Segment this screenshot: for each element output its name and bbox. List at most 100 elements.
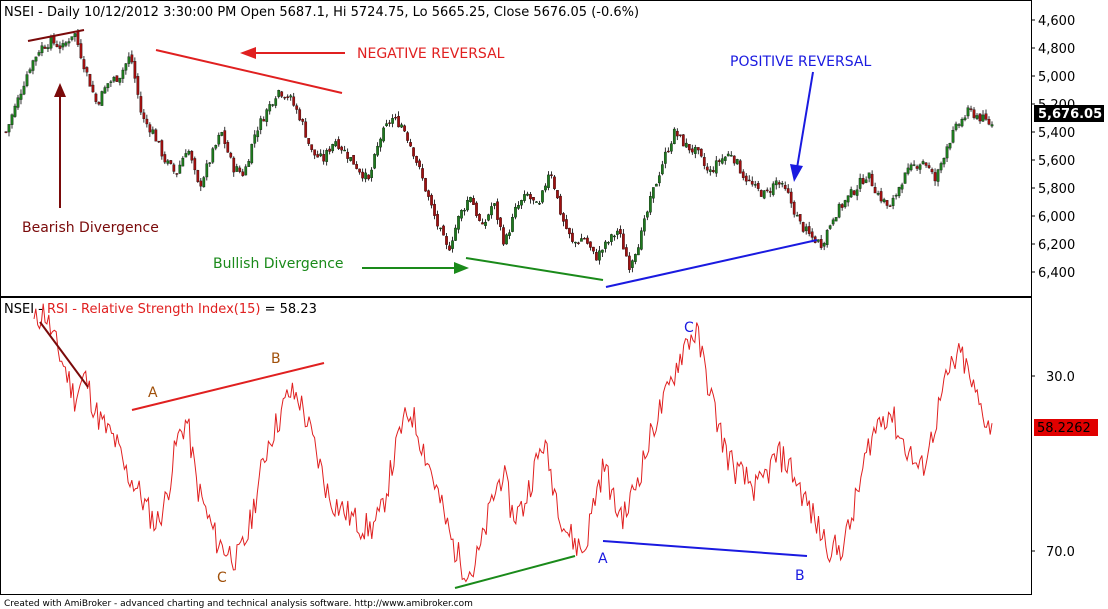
candle-body bbox=[837, 203, 841, 218]
candle-body bbox=[708, 169, 712, 172]
candle-body bbox=[493, 203, 496, 206]
candle-body bbox=[619, 229, 622, 235]
candle-body bbox=[825, 230, 829, 245]
candle-body bbox=[196, 170, 200, 182]
candle-body bbox=[544, 185, 547, 191]
candle-body bbox=[49, 36, 53, 49]
price-y-tick-label: 6,200 bbox=[1038, 238, 1075, 253]
candle-body bbox=[696, 147, 700, 151]
candle-body bbox=[463, 209, 466, 212]
candle-body bbox=[28, 69, 32, 73]
candle-body bbox=[361, 171, 364, 179]
candle-body bbox=[924, 162, 928, 166]
candle-body bbox=[538, 203, 541, 205]
candle-body bbox=[678, 134, 682, 136]
rsi-header-value: = 58.23 bbox=[260, 302, 316, 317]
last-price-box bbox=[1034, 105, 1104, 122]
candle-body bbox=[268, 104, 272, 112]
candle-body bbox=[124, 63, 128, 71]
candle-body bbox=[481, 222, 484, 225]
candle-body bbox=[61, 43, 65, 48]
candle-body bbox=[139, 96, 143, 113]
candle-body bbox=[55, 44, 59, 47]
rsi-panel-frame bbox=[0, 297, 1032, 595]
candle-body bbox=[415, 155, 418, 163]
candle-body bbox=[648, 196, 652, 213]
candle-body bbox=[343, 149, 347, 152]
candle-body bbox=[565, 219, 568, 229]
candle-body bbox=[349, 157, 353, 161]
rsi-positive-line bbox=[602, 540, 808, 557]
candle-body bbox=[672, 128, 676, 145]
candle-body bbox=[589, 241, 592, 248]
candle-body bbox=[373, 154, 376, 169]
candle-body bbox=[130, 54, 134, 63]
rsi-bearish-line bbox=[39, 321, 89, 388]
candle-body bbox=[418, 160, 421, 168]
candle-body bbox=[172, 164, 176, 172]
candle-body bbox=[702, 157, 706, 166]
candle-body bbox=[22, 85, 26, 95]
candle-body bbox=[610, 234, 613, 242]
candle-body bbox=[247, 161, 251, 167]
rsi-point-a-red: A bbox=[148, 385, 158, 401]
candle-body bbox=[897, 187, 901, 197]
candle-body bbox=[807, 226, 811, 234]
candle-body bbox=[190, 151, 194, 161]
candle-body bbox=[472, 198, 475, 205]
candle-body bbox=[978, 113, 982, 122]
candle-body bbox=[364, 172, 367, 180]
candle-body bbox=[403, 125, 406, 132]
candle-body bbox=[954, 123, 958, 130]
candle-body bbox=[376, 145, 379, 156]
candle-body bbox=[927, 165, 931, 168]
negative-reversal-arrow-head bbox=[240, 47, 256, 59]
candle-body bbox=[73, 33, 77, 37]
candle-body bbox=[478, 214, 481, 221]
candle-body bbox=[433, 203, 436, 216]
candle-body bbox=[499, 217, 502, 227]
candle-body bbox=[385, 123, 388, 127]
candle-body bbox=[681, 134, 685, 147]
candle-body bbox=[762, 190, 766, 199]
candle-body bbox=[556, 190, 559, 199]
candle-body bbox=[858, 177, 862, 189]
candle-body bbox=[496, 201, 499, 220]
candle-body bbox=[112, 77, 116, 82]
candle-body bbox=[526, 193, 529, 196]
candle-body bbox=[663, 151, 667, 164]
candle-body bbox=[900, 184, 904, 190]
candle-body bbox=[283, 96, 287, 99]
candle-body bbox=[127, 56, 131, 64]
candle-body bbox=[115, 75, 119, 82]
candle-body bbox=[211, 148, 215, 163]
candle-body bbox=[547, 174, 550, 188]
candle-body bbox=[265, 109, 269, 122]
candle-body bbox=[16, 97, 20, 108]
candle-body bbox=[316, 154, 320, 158]
candle-body bbox=[894, 195, 898, 197]
candle-body bbox=[244, 166, 248, 176]
candle-body bbox=[637, 247, 640, 256]
candle-body bbox=[595, 252, 598, 261]
negative-reversal-trendline bbox=[155, 49, 343, 94]
candle-body bbox=[876, 193, 880, 195]
bearish-divergence-label: Bearish Divergence bbox=[22, 220, 159, 236]
candle-body bbox=[169, 160, 173, 164]
candle-body bbox=[984, 113, 988, 120]
candle-body bbox=[903, 172, 907, 184]
candle-body bbox=[391, 118, 394, 124]
candle-body bbox=[226, 142, 230, 153]
candle-body bbox=[783, 185, 787, 189]
candle-body bbox=[921, 161, 925, 164]
candle-body bbox=[25, 74, 29, 86]
candle-body bbox=[424, 178, 427, 192]
candle-body bbox=[756, 183, 760, 189]
candle-body bbox=[400, 124, 403, 128]
candle-body bbox=[666, 150, 670, 153]
candle-body bbox=[514, 206, 517, 218]
candle-body bbox=[891, 197, 895, 207]
candle-body bbox=[726, 153, 730, 157]
candle-body bbox=[753, 184, 757, 186]
